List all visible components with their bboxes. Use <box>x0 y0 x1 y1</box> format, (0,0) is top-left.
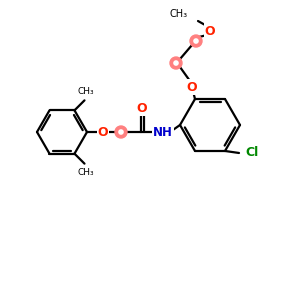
Circle shape <box>190 35 202 47</box>
Circle shape <box>119 130 123 134</box>
Text: O: O <box>98 125 108 139</box>
Circle shape <box>194 39 198 43</box>
Text: CH₃: CH₃ <box>77 168 94 177</box>
Text: O: O <box>187 80 197 94</box>
Circle shape <box>170 57 182 69</box>
Text: Cl: Cl <box>245 146 258 160</box>
Circle shape <box>115 126 127 138</box>
Text: NH: NH <box>153 125 173 139</box>
Text: O: O <box>205 25 215 38</box>
Circle shape <box>174 61 178 65</box>
Text: O: O <box>137 101 147 115</box>
Text: CH₃: CH₃ <box>77 87 94 96</box>
Text: CH₃: CH₃ <box>170 9 188 19</box>
